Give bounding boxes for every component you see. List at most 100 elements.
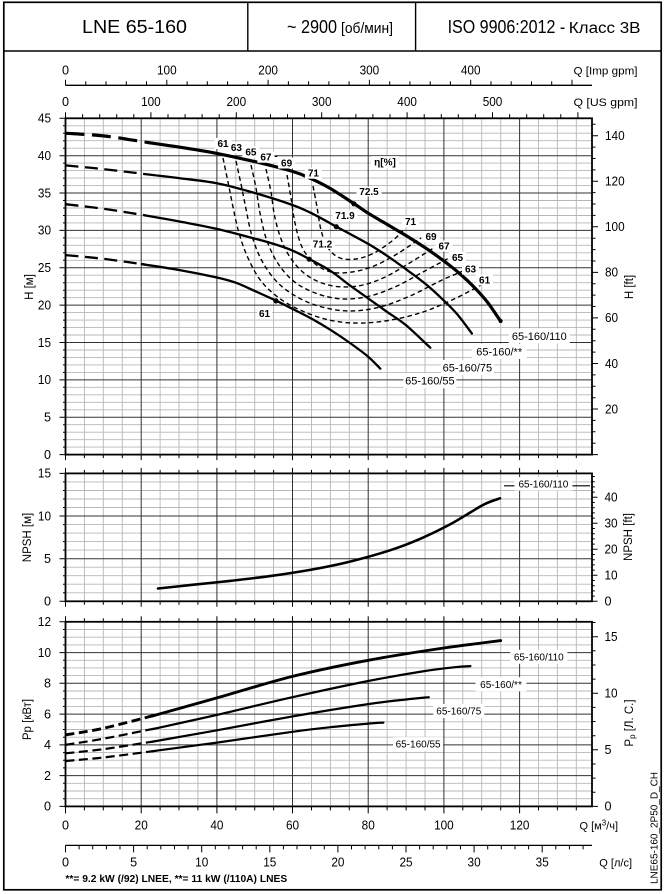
svg-text:100: 100 — [157, 64, 177, 78]
svg-text:15: 15 — [263, 856, 276, 870]
svg-text:65-160/75: 65-160/75 — [436, 707, 481, 718]
svg-text:71: 71 — [405, 217, 417, 228]
svg-text:100: 100 — [605, 220, 625, 234]
svg-text:40: 40 — [38, 149, 51, 163]
svg-text:Q [м3/ч]: Q [м3/ч] — [579, 818, 618, 832]
svg-text:-: - — [274, 151, 277, 162]
svg-text:20: 20 — [331, 856, 344, 870]
svg-text:60: 60 — [286, 818, 299, 832]
svg-text:0: 0 — [62, 856, 69, 870]
svg-text:71.9: 71.9 — [335, 211, 355, 222]
svg-text:65-160/55: 65-160/55 — [396, 740, 441, 751]
svg-text:0: 0 — [44, 595, 51, 609]
svg-text:65-160/55: 65-160/55 — [405, 376, 455, 388]
svg-text:LNE 65-160: LNE 65-160 — [82, 16, 187, 37]
svg-text:200: 200 — [227, 95, 247, 109]
svg-text:61: 61 — [217, 139, 229, 150]
svg-text:5: 5 — [605, 743, 612, 757]
svg-text:200: 200 — [258, 64, 278, 78]
svg-text:300: 300 — [360, 64, 380, 78]
svg-text:0: 0 — [62, 95, 69, 109]
svg-text:120: 120 — [605, 175, 625, 189]
svg-text:20: 20 — [135, 818, 148, 832]
svg-text:140: 140 — [605, 129, 625, 143]
svg-text:63: 63 — [465, 265, 477, 276]
svg-text:15: 15 — [38, 336, 51, 350]
svg-text:45: 45 — [38, 112, 51, 126]
svg-text:10: 10 — [195, 856, 208, 870]
svg-text:67: 67 — [438, 242, 450, 253]
svg-text:65: 65 — [245, 148, 257, 159]
svg-text:65: 65 — [452, 253, 464, 264]
svg-text:0: 0 — [62, 64, 69, 78]
svg-text:5: 5 — [130, 856, 137, 870]
svg-text:[об/мин]: [об/мин] — [341, 21, 393, 37]
svg-text:30: 30 — [38, 224, 51, 238]
svg-text:500: 500 — [483, 95, 503, 109]
svg-text:20: 20 — [605, 543, 618, 557]
svg-text:LNE65-160_2P50_D_CH: LNE65-160_2P50_D_CH — [650, 772, 661, 884]
svg-text:65-160/75: 65-160/75 — [443, 362, 493, 374]
svg-text:12: 12 — [38, 615, 51, 629]
svg-text:400: 400 — [461, 64, 481, 78]
svg-text:ISO 9906:2012 -: ISO 9906:2012 - — [448, 16, 566, 37]
svg-text:H [ft]: H [ft] — [624, 275, 636, 299]
svg-text:40: 40 — [605, 491, 618, 505]
svg-text:65-160/**: 65-160/** — [480, 680, 522, 691]
svg-text:8: 8 — [44, 677, 51, 691]
svg-text:4: 4 — [44, 738, 51, 752]
svg-text:10: 10 — [38, 646, 51, 660]
svg-text:35: 35 — [536, 856, 549, 870]
svg-text:15: 15 — [605, 630, 618, 644]
svg-text:65-160/110: 65-160/110 — [518, 479, 568, 490]
svg-text:65-160/110: 65-160/110 — [512, 331, 567, 343]
svg-text:10: 10 — [38, 373, 51, 387]
svg-text:72.5: 72.5 — [359, 187, 379, 198]
svg-text:Q [л/с]: Q [л/с] — [599, 858, 632, 870]
svg-text:η[%]: η[%] — [374, 158, 396, 169]
svg-text:61: 61 — [259, 309, 271, 320]
svg-text:63: 63 — [231, 143, 243, 154]
svg-text:65-160/**: 65-160/** — [476, 346, 523, 358]
svg-text:10: 10 — [605, 569, 618, 583]
svg-text:0: 0 — [44, 448, 51, 462]
svg-text:69: 69 — [425, 232, 437, 243]
svg-text:Q [Imp gpm]: Q [Imp gpm] — [574, 66, 638, 78]
svg-text:20: 20 — [605, 402, 618, 416]
svg-text:H [м]: H [м] — [24, 274, 36, 300]
svg-text:NPSH [м]: NPSH [м] — [22, 513, 34, 562]
svg-text:~ 2900: ~ 2900 — [287, 16, 337, 37]
svg-text:30: 30 — [605, 517, 618, 531]
svg-text:Q [US gpm]: Q [US gpm] — [574, 97, 638, 109]
svg-text:20: 20 — [38, 298, 51, 312]
svg-text:80: 80 — [362, 818, 375, 832]
svg-text:NPSH [ft]: NPSH [ft] — [623, 513, 635, 561]
svg-text:69: 69 — [281, 159, 293, 170]
svg-text:100: 100 — [141, 95, 161, 109]
svg-text:30: 30 — [468, 856, 481, 870]
svg-text:40: 40 — [605, 357, 618, 371]
svg-text:400: 400 — [397, 95, 417, 109]
svg-text:65-160/110: 65-160/110 — [514, 652, 564, 663]
svg-text:300: 300 — [312, 95, 332, 109]
svg-text:15: 15 — [38, 467, 51, 481]
svg-text:Класс 3В: Класс 3В — [569, 20, 641, 37]
svg-text:67: 67 — [260, 153, 272, 164]
svg-text:**= 9.2 kW (/92) LNEE, **= 11: **= 9.2 kW (/92) LNEE, **= 11 kW (/110A)… — [65, 874, 287, 885]
svg-text:40: 40 — [210, 818, 223, 832]
svg-text:0: 0 — [605, 595, 612, 609]
svg-text:71.2: 71.2 — [313, 240, 333, 251]
svg-text:0: 0 — [62, 818, 69, 832]
svg-text:0: 0 — [605, 800, 612, 814]
svg-text:6: 6 — [44, 707, 51, 721]
svg-text:25: 25 — [38, 261, 51, 275]
svg-text:10: 10 — [38, 509, 51, 523]
svg-text:Pp [кВт]: Pp [кВт] — [22, 699, 34, 740]
svg-text:35: 35 — [38, 186, 51, 200]
svg-text:5: 5 — [44, 552, 51, 566]
svg-text:71: 71 — [308, 169, 320, 180]
svg-text:Pp [Л. С.]: Pp [Л. С.] — [624, 699, 637, 746]
svg-text:61: 61 — [479, 276, 491, 287]
svg-text:25: 25 — [399, 856, 412, 870]
svg-text:120: 120 — [510, 818, 530, 832]
